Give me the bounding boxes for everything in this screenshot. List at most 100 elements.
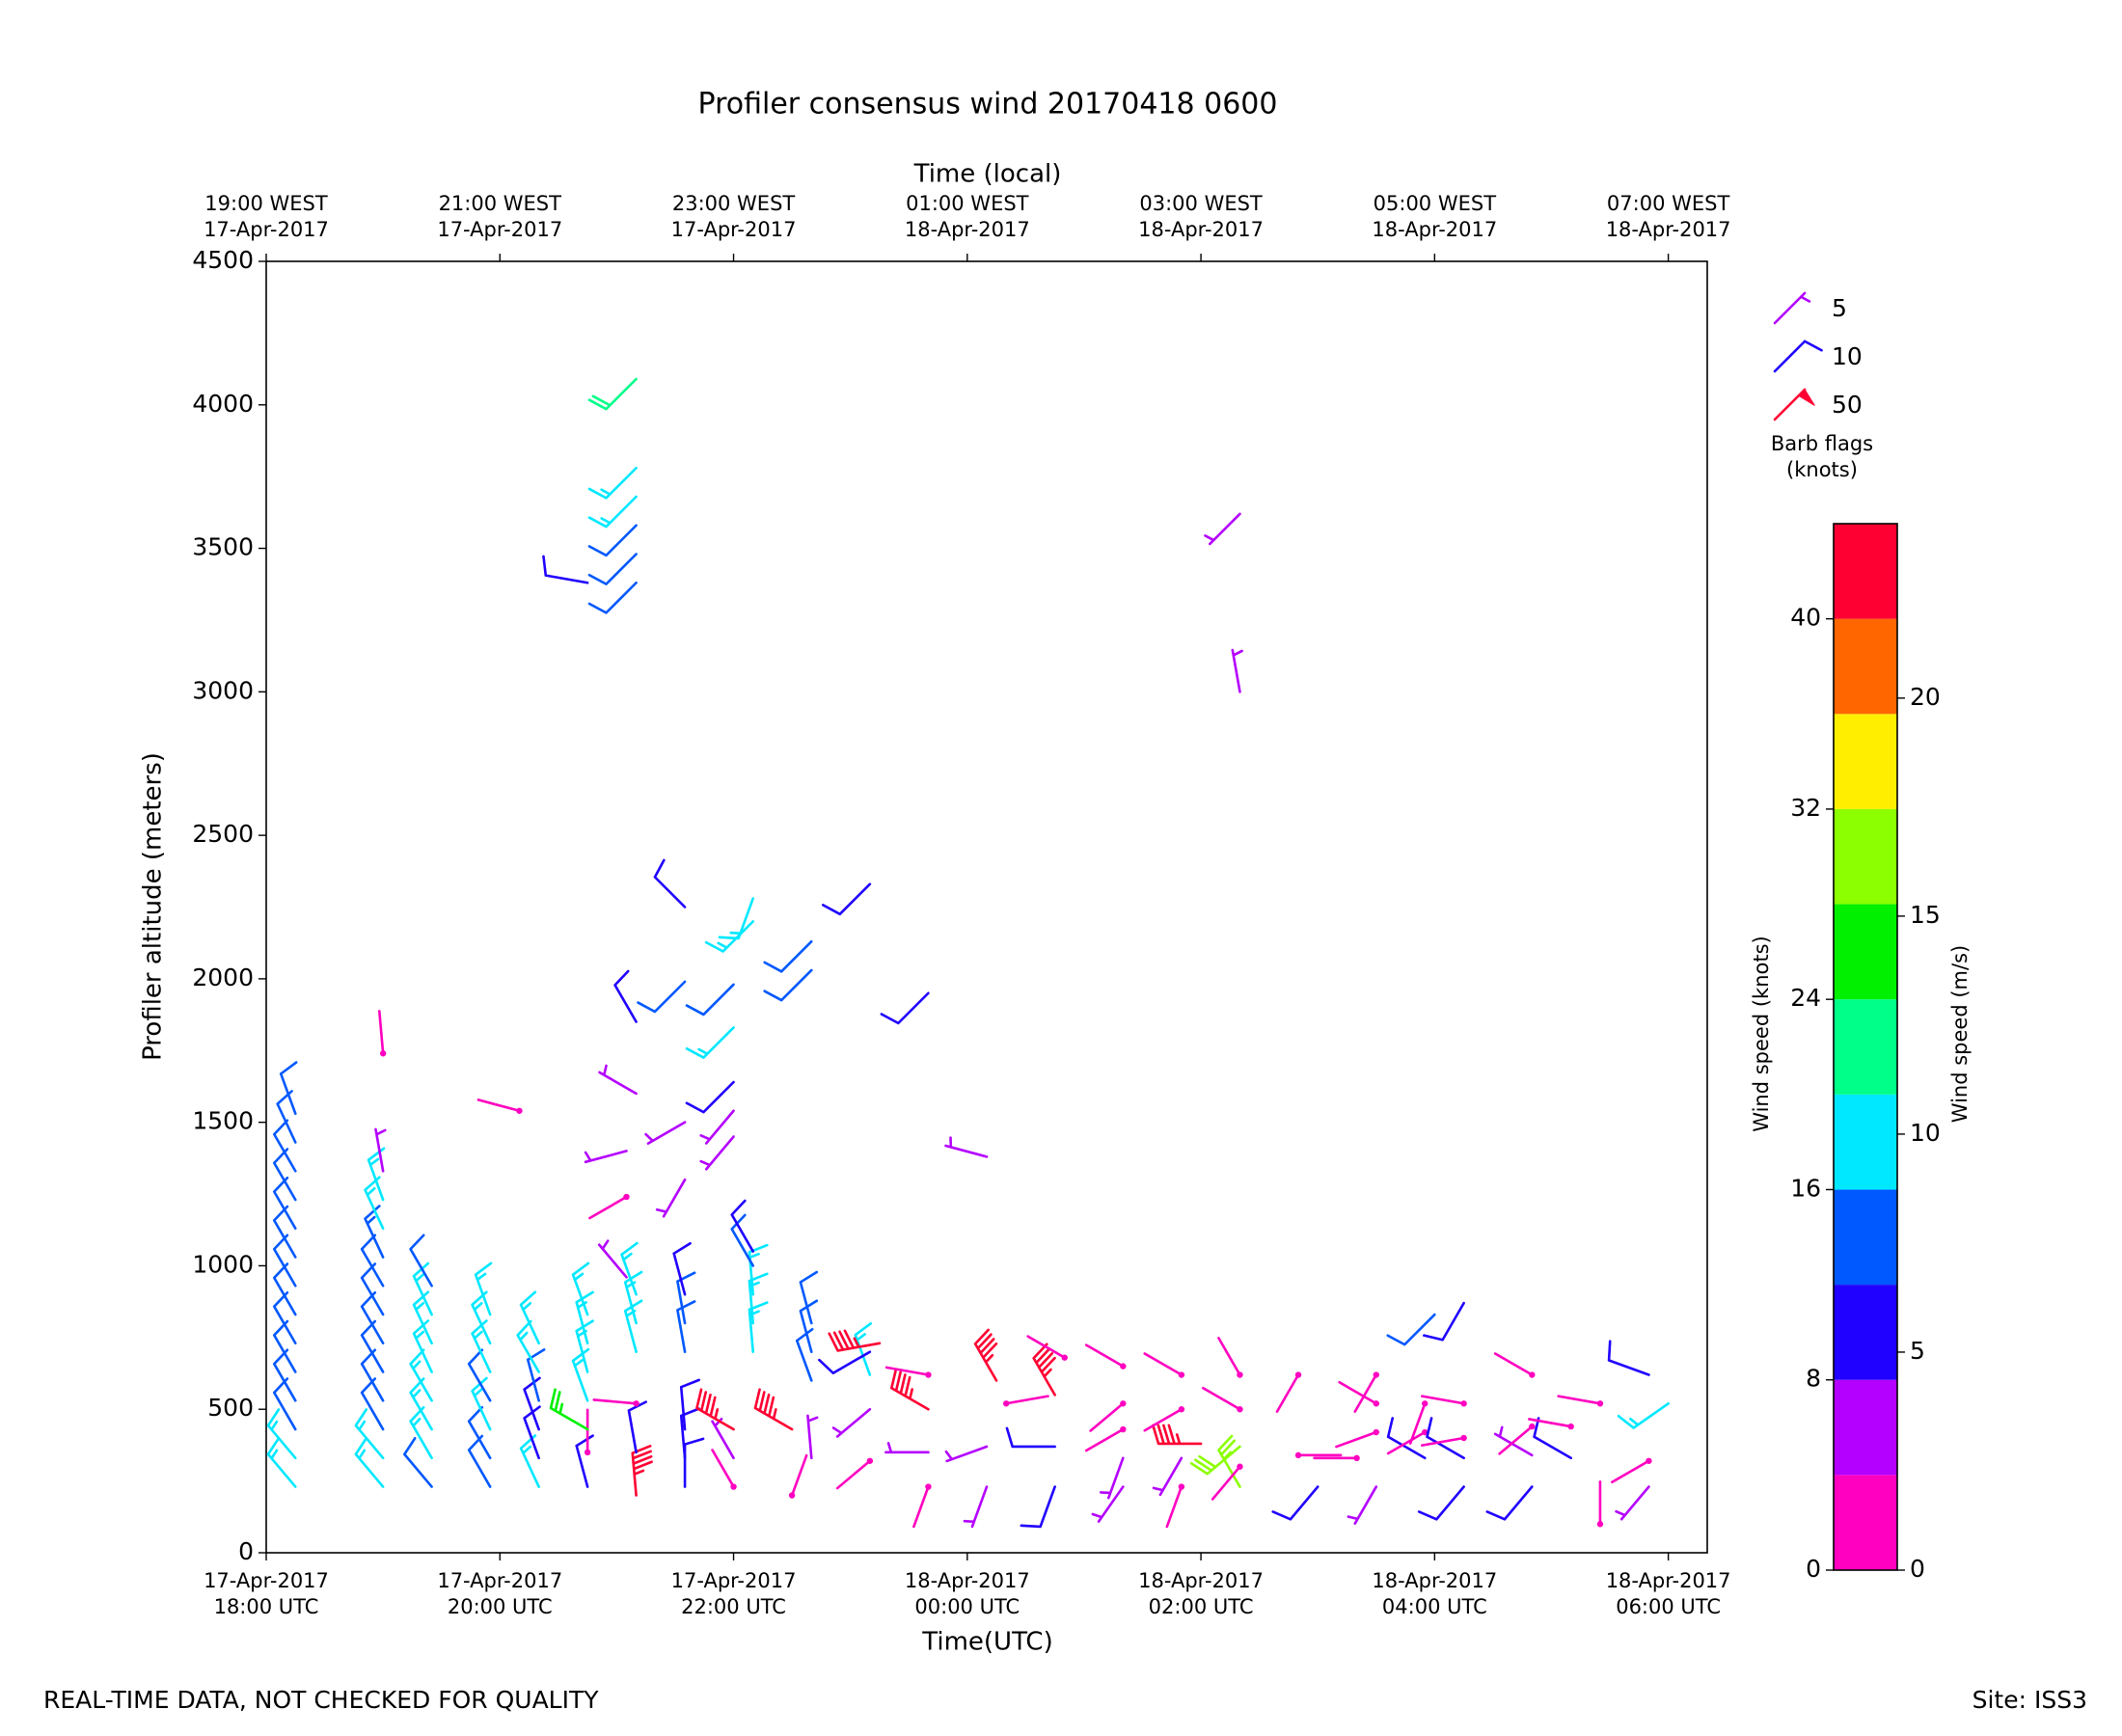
barb-staff <box>730 1199 755 1253</box>
wind-barb <box>963 1485 989 1529</box>
barb-staff <box>266 1408 297 1460</box>
barb-staff <box>471 1376 492 1431</box>
wind-barb <box>587 466 638 500</box>
wind-barb <box>672 1241 692 1296</box>
wind-barb <box>799 1299 819 1354</box>
wind-barb <box>627 1400 647 1454</box>
barb-staff <box>1211 1465 1241 1501</box>
wind-barb <box>644 1121 687 1145</box>
wind-barb <box>571 1347 590 1402</box>
barb-calm-dot <box>1237 1406 1243 1413</box>
x2-tick-label-line: 17-Apr-2017 <box>437 218 562 241</box>
wind-barb <box>1498 1423 1536 1455</box>
wind-barb <box>695 1388 735 1431</box>
y-tick-label: 3000 <box>192 676 254 704</box>
barb-staff <box>1498 1424 1534 1455</box>
barb-staff <box>588 1195 628 1220</box>
x2-tick-label-line: 19:00 WEST <box>204 192 328 215</box>
barb-staff <box>1353 1373 1378 1413</box>
wind-barb <box>471 1376 492 1431</box>
barb-staff <box>272 1205 297 1259</box>
x-tick-label-line: 18-Apr-2017 <box>1606 1569 1731 1592</box>
legend-label: 10 <box>1832 342 1863 370</box>
wind-barb <box>1143 1406 1185 1432</box>
wind-barb <box>1386 1417 1427 1460</box>
wind-barb <box>272 1205 297 1259</box>
wind-barb <box>367 1147 386 1202</box>
x-tick-label: 17-Apr-2017 20:00 UTC <box>437 1569 562 1618</box>
wind-barb <box>471 1290 492 1345</box>
x2-tick-label-line: 03:00 WEST <box>1139 192 1263 215</box>
barb-staff <box>884 1366 930 1376</box>
barb-calm-dot <box>584 1449 591 1456</box>
barb-staff <box>1143 1407 1183 1432</box>
colorbar-tick-label: 0 <box>1910 1555 1925 1583</box>
colorbar-segment <box>1834 999 1897 1095</box>
barb-staff <box>631 1445 653 1497</box>
barb-calm-dot <box>1567 1423 1574 1430</box>
wind-barb <box>476 1099 523 1114</box>
barb-staff <box>587 466 638 500</box>
barb-staff <box>364 1176 385 1231</box>
wind-barb <box>1202 1386 1243 1413</box>
barb-calm-dot <box>866 1457 874 1464</box>
wind-barb <box>730 1199 755 1253</box>
barb-staff <box>272 1148 297 1202</box>
barb-staff <box>571 1261 590 1316</box>
wind-barb <box>1089 1400 1127 1432</box>
barb-staff <box>587 553 638 585</box>
barb-staff <box>1557 1395 1602 1405</box>
barb-staff <box>828 1329 882 1352</box>
wind-barb <box>818 1350 872 1375</box>
x2-tick-label-line: 18-Apr-2017 <box>1372 218 1497 241</box>
barb-staff <box>1335 1430 1378 1449</box>
wind-barb <box>1204 512 1241 546</box>
barb-staff <box>1485 1485 1534 1521</box>
wind-barb <box>272 1290 297 1345</box>
wind-barb <box>364 1176 385 1231</box>
colorbar-tick-label: 40 <box>1790 604 1821 632</box>
barb-staff <box>409 1234 433 1288</box>
barb-calm-dot <box>1529 1423 1536 1430</box>
wind-barb <box>685 983 735 1017</box>
wind-barb <box>409 1405 433 1460</box>
barb-staff <box>1202 1386 1241 1411</box>
barb-staff <box>467 1405 492 1460</box>
wind-barb <box>1596 1479 1604 1528</box>
wind-barb <box>409 1377 433 1431</box>
legend-barb <box>1773 339 1823 373</box>
colorbar-tick-label: 24 <box>1790 984 1821 1012</box>
legend-title-line: (knots) <box>1786 458 1858 481</box>
wind-barb <box>1611 1457 1652 1484</box>
barb-staff <box>584 1150 628 1164</box>
barb-staff <box>835 1459 872 1490</box>
barb-calm-dot <box>1002 1400 1010 1407</box>
barb-staff <box>718 897 755 940</box>
colorbar-segment <box>1834 714 1897 809</box>
wind-barb <box>374 1127 387 1173</box>
wind-barb <box>1417 1485 1465 1521</box>
barb-staff <box>523 1376 541 1431</box>
colorbar-tick-label: 16 <box>1790 1174 1821 1202</box>
barb-staff <box>963 1485 989 1529</box>
wind-barb <box>549 1388 589 1431</box>
wind-barb <box>890 1368 930 1411</box>
barb-staff <box>1617 1401 1670 1429</box>
wind-barb <box>519 1290 540 1345</box>
barb-calm-dot <box>1373 1428 1379 1436</box>
wind-barb <box>763 968 813 1002</box>
barb-staff <box>799 1270 819 1325</box>
barb-staff <box>831 1407 872 1438</box>
x-tick-label-line: 02:00 UTC <box>1149 1595 1254 1618</box>
x-tick-label-line: 17-Apr-2017 <box>204 1569 329 1592</box>
barb-staff <box>592 1398 638 1405</box>
wind-barb <box>1271 1485 1319 1521</box>
barb-staff <box>1426 1417 1465 1460</box>
barb-staff <box>519 1290 540 1345</box>
barb-staff <box>1423 1301 1465 1342</box>
wind-barb <box>587 377 638 411</box>
barb-staff <box>354 1436 385 1488</box>
barb-staff <box>627 1400 647 1454</box>
wind-barb <box>412 1319 433 1373</box>
